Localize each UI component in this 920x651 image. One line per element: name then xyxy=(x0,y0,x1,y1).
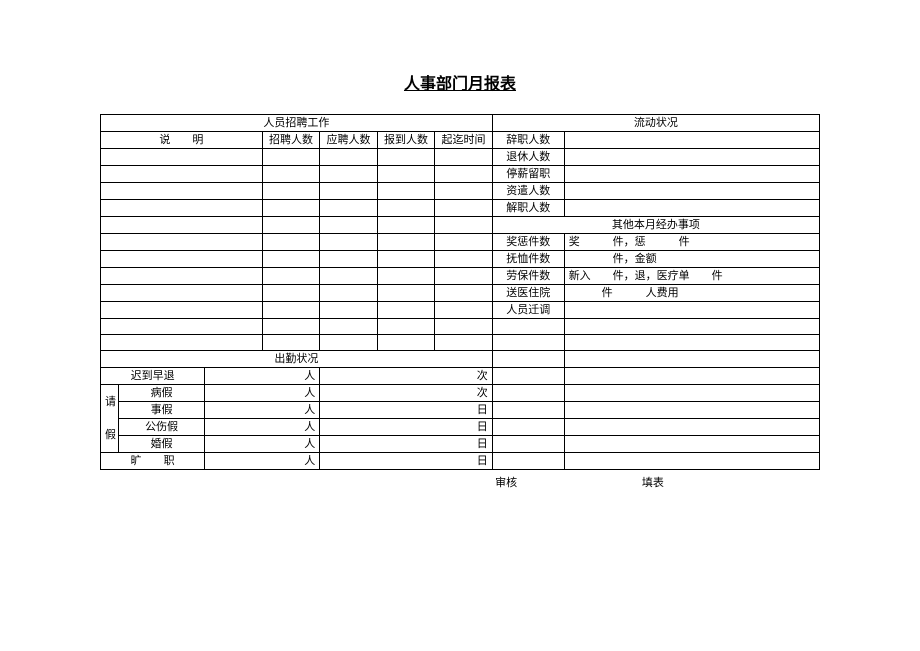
other-hospital-val: 件 人费用 xyxy=(564,285,819,302)
attend-marriage-label: 婚假 xyxy=(118,436,204,453)
flow-dismiss-val xyxy=(564,200,819,217)
attend-injury-people: 人 xyxy=(205,419,320,436)
table-row xyxy=(101,200,263,217)
flow-layoff: 资遣人数 xyxy=(492,183,564,200)
other-pension-val: 件，金额 xyxy=(564,251,819,268)
col-apply: 应聘人数 xyxy=(320,132,378,149)
other-pension-label: 抚恤件数 xyxy=(492,251,564,268)
flow-dismiss: 解职人数 xyxy=(492,200,564,217)
attend-personal-days: 日 xyxy=(320,402,493,419)
attend-marriage-people: 人 xyxy=(205,436,320,453)
table-row xyxy=(492,436,564,453)
attend-late-label: 迟到早退 xyxy=(101,368,205,385)
flow-retire-val xyxy=(564,149,819,166)
header-flow: 流动状况 xyxy=(492,115,819,132)
table-row xyxy=(101,302,263,319)
table-row xyxy=(492,402,564,419)
attend-late-people: 人 xyxy=(205,368,320,385)
table-row xyxy=(492,453,564,470)
col-desc: 说 明 xyxy=(101,132,263,149)
other-reward-val: 奖 件，惩 件 xyxy=(564,234,819,251)
table-row xyxy=(492,368,564,385)
attend-absent-label: 旷 职 xyxy=(101,453,205,470)
other-hospital-label: 送医住院 xyxy=(492,285,564,302)
attend-injury-days: 日 xyxy=(320,419,493,436)
header-attendance: 出勤状况 xyxy=(101,351,493,368)
flow-layoff-val xyxy=(564,183,819,200)
col-report: 报到人数 xyxy=(377,132,435,149)
other-transfer-val xyxy=(564,302,819,319)
flow-unpaid-val xyxy=(564,166,819,183)
flow-unpaid: 停薪留职 xyxy=(492,166,564,183)
header-recruitment: 人员招聘工作 xyxy=(101,115,493,132)
attend-absent-days: 日 xyxy=(320,453,493,470)
table-row xyxy=(101,183,263,200)
flow-retire: 退休人数 xyxy=(492,149,564,166)
table-row xyxy=(101,149,263,166)
attend-sick-people: 人 xyxy=(205,385,320,402)
flow-resign: 辞职人数 xyxy=(492,132,564,149)
other-insurance-label: 劳保件数 xyxy=(492,268,564,285)
footer-row: 审核 填表 xyxy=(100,474,820,490)
footer-review: 审核 xyxy=(495,474,639,490)
report-table: 人员招聘工作 流动状况 说 明 招聘人数 应聘人数 报到人数 起迄时间 辞职人数… xyxy=(100,114,820,470)
table-row xyxy=(101,234,263,251)
other-insurance-val: 新入 件，退，医疗单 件 xyxy=(564,268,819,285)
attend-sick-times: 次 xyxy=(320,385,493,402)
col-period: 起迄时间 xyxy=(435,132,493,149)
table-row xyxy=(492,419,564,436)
attend-marriage-days: 日 xyxy=(320,436,493,453)
other-reward-label: 奖惩件数 xyxy=(492,234,564,251)
table-row xyxy=(101,319,263,335)
table-row xyxy=(101,217,263,234)
other-transfer-label: 人员迁调 xyxy=(492,302,564,319)
leave-group-bottom: 假 xyxy=(101,419,119,453)
attend-sick-label: 病假 xyxy=(118,385,204,402)
attend-personal-people: 人 xyxy=(205,402,320,419)
attend-personal-label: 事假 xyxy=(118,402,204,419)
table-row xyxy=(101,251,263,268)
table-row xyxy=(101,268,263,285)
table-row xyxy=(492,351,564,368)
table-row xyxy=(101,335,263,351)
leave-group-top: 请 xyxy=(101,385,119,419)
table-row xyxy=(492,335,564,351)
table-row xyxy=(101,285,263,302)
attend-late-times: 次 xyxy=(320,368,493,385)
table-row xyxy=(492,385,564,402)
table-row xyxy=(492,319,564,335)
report-title: 人事部门月报表 xyxy=(100,70,820,94)
attend-injury-label: 公伤假 xyxy=(118,419,204,436)
footer-fill: 填表 xyxy=(642,474,664,490)
table-row xyxy=(101,166,263,183)
attend-absent-people: 人 xyxy=(205,453,320,470)
header-other: 其他本月经办事项 xyxy=(492,217,819,234)
col-recruit: 招聘人数 xyxy=(262,132,320,149)
flow-resign-val xyxy=(564,132,819,149)
